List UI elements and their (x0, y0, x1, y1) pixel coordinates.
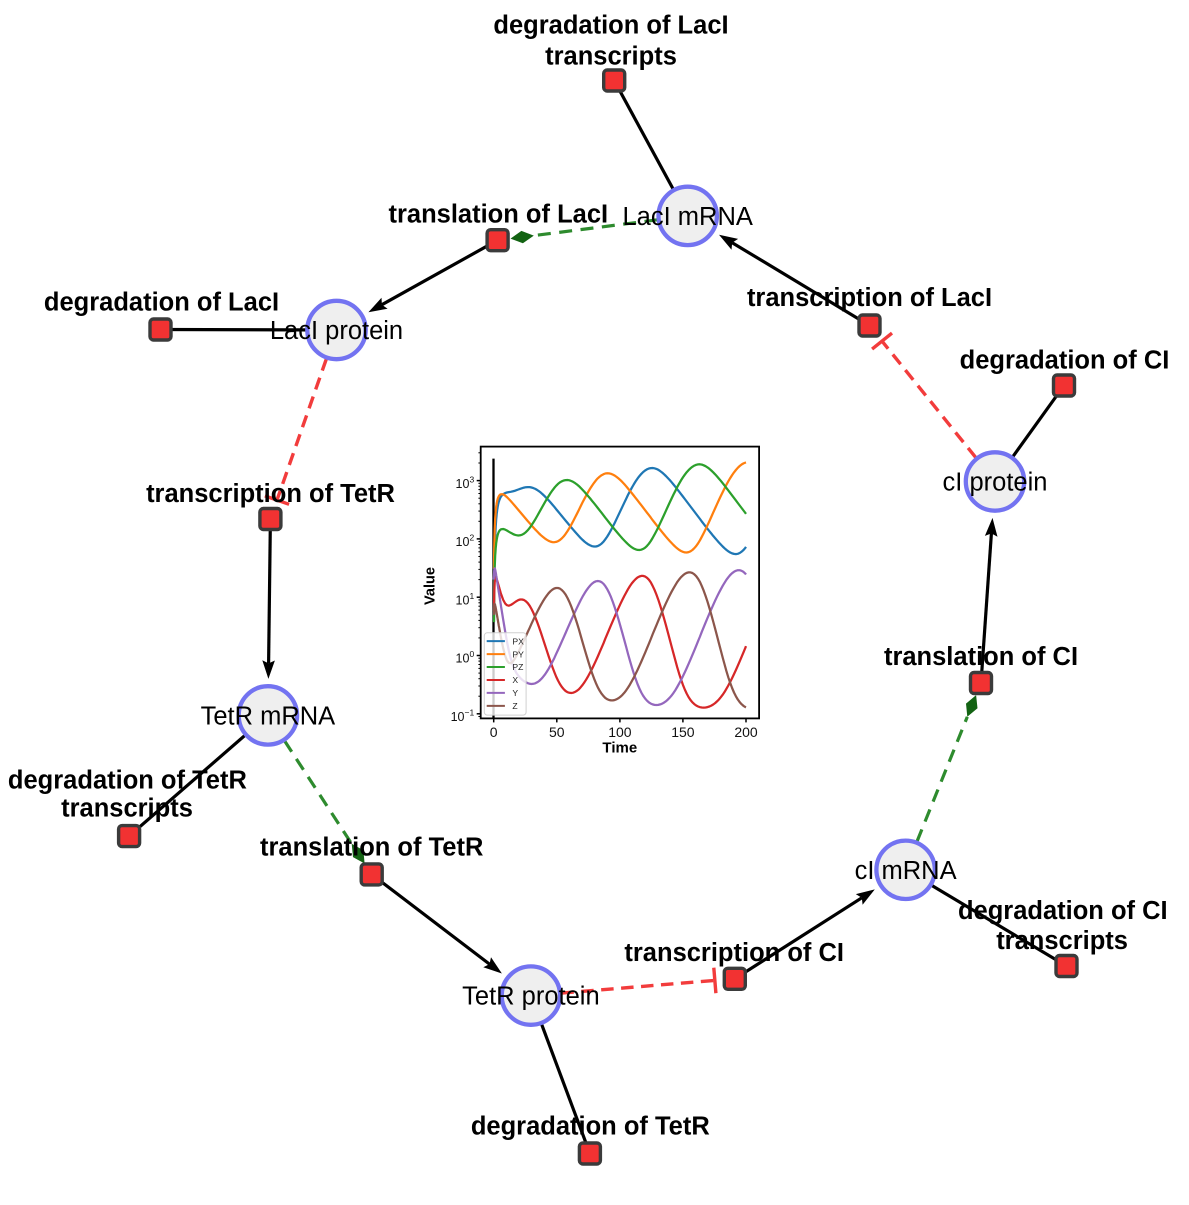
svg-text:103: 103 (456, 474, 475, 491)
svg-text:200: 200 (734, 724, 758, 740)
svg-text:degradation of CI: degradation of CI (960, 347, 1170, 375)
svg-text:translation of LacI: translation of LacI (388, 201, 608, 229)
svg-text:transcripts: transcripts (996, 927, 1128, 955)
svg-text:degradation of CI: degradation of CI (958, 897, 1168, 925)
svg-text:Time: Time (602, 740, 637, 757)
svg-text:LacI protein: LacI protein (270, 317, 403, 345)
svg-text:translation of TetR: translation of TetR (260, 834, 483, 862)
svg-text:50: 50 (549, 724, 565, 740)
svg-text:Z: Z (512, 701, 517, 711)
svg-text:degradation of LacI: degradation of LacI (44, 289, 279, 317)
svg-text:PY: PY (512, 649, 524, 659)
svg-text:102: 102 (456, 533, 475, 550)
svg-text:cI protein: cI protein (943, 469, 1048, 497)
svg-text:transcripts: transcripts (545, 43, 677, 71)
svg-text:transcription of LacI: transcription of LacI (747, 284, 992, 312)
svg-text:10−1: 10−1 (451, 708, 475, 725)
svg-text:0: 0 (490, 724, 498, 740)
svg-text:transcripts: transcripts (61, 795, 193, 823)
svg-text:cI mRNA: cI mRNA (855, 857, 957, 885)
svg-text:150: 150 (671, 724, 695, 740)
svg-text:TetR protein: TetR protein (462, 983, 600, 1011)
svg-text:TetR mRNA: TetR mRNA (201, 702, 336, 730)
svg-text:transcription of TetR: transcription of TetR (146, 480, 395, 508)
svg-text:LacI mRNA: LacI mRNA (623, 203, 753, 231)
svg-text:degradation of LacI: degradation of LacI (493, 12, 728, 40)
svg-text:100: 100 (608, 724, 632, 740)
svg-text:transcription of CI: transcription of CI (624, 939, 844, 967)
svg-text:Value: Value (423, 567, 439, 605)
svg-text:100: 100 (456, 649, 475, 666)
svg-text:PX: PX (512, 636, 524, 646)
svg-text:degradation of TetR: degradation of TetR (8, 767, 247, 795)
svg-text:translation of CI: translation of CI (884, 643, 1078, 671)
svg-text:PZ: PZ (512, 662, 523, 672)
svg-text:degradation of TetR: degradation of TetR (471, 1113, 710, 1141)
svg-text:101: 101 (456, 591, 475, 608)
svg-text:Y: Y (512, 688, 518, 698)
svg-text:X: X (512, 675, 518, 685)
